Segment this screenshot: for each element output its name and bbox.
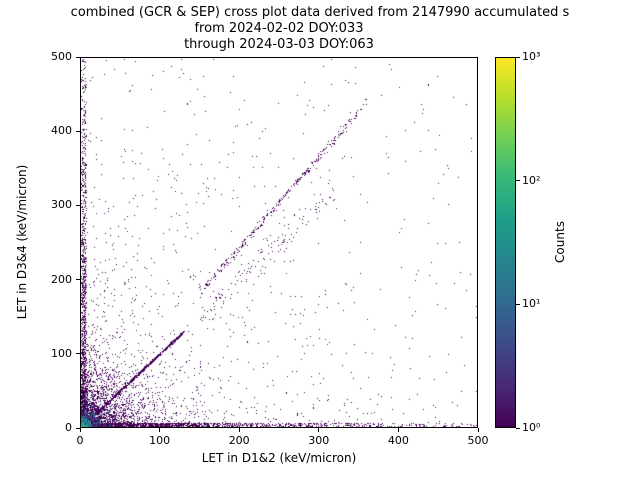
- x-tick-label: 400: [387, 434, 409, 447]
- y-axis-label: LET in D3&4 (keV/micron): [15, 164, 29, 320]
- chart-title-line3: through 2024-03-03 DOY:063: [184, 37, 374, 52]
- plot-area: [80, 57, 478, 428]
- x-tick: [79, 428, 81, 432]
- colorbar-tick: [516, 427, 520, 429]
- y-tick: [76, 130, 80, 132]
- colorbar-tick: [516, 56, 520, 58]
- colorbar-tick-label: 10³: [522, 50, 541, 63]
- y-tick-label: 500: [51, 50, 72, 63]
- colorbar-tick-label: 10⁰: [522, 421, 541, 434]
- x-tick: [238, 428, 240, 432]
- colorbar-tick: [516, 303, 520, 305]
- x-tick-label: 200: [228, 434, 250, 447]
- y-tick: [76, 279, 80, 281]
- x-tick-label: 0: [76, 434, 84, 447]
- colorbar-tick-label: 10²: [522, 173, 541, 187]
- x-tick: [397, 428, 399, 432]
- x-tick-label: 500: [467, 434, 489, 447]
- x-tick-label: 300: [308, 434, 330, 447]
- y-tick-label: 0: [65, 421, 72, 434]
- y-tick-label: 400: [51, 124, 72, 138]
- x-tick: [318, 428, 320, 432]
- y-tick: [76, 427, 80, 429]
- y-tick-label: 200: [51, 272, 72, 286]
- colorbar-label: Counts: [553, 221, 567, 263]
- colorbar-tick-label: 10¹: [522, 297, 541, 311]
- x-tick: [477, 428, 479, 432]
- x-tick: [159, 428, 161, 432]
- colorbar-tick: [516, 180, 520, 182]
- y-tick: [76, 56, 80, 58]
- y-tick-label: 100: [51, 346, 72, 360]
- y-tick: [76, 204, 80, 206]
- y-tick-label: 300: [51, 198, 72, 212]
- x-axis-label: LET in D1&2 (keV/micron): [201, 451, 357, 465]
- chart-title-line1: combined (GCR & SEP) cross plot data der…: [70, 5, 570, 20]
- scatter-canvas: [81, 58, 477, 427]
- x-tick-label: 100: [149, 434, 171, 447]
- y-tick: [76, 353, 80, 355]
- chart-title-line2: from 2024-02-02 DOY:033: [194, 21, 364, 36]
- colorbar-gradient: [495, 57, 516, 428]
